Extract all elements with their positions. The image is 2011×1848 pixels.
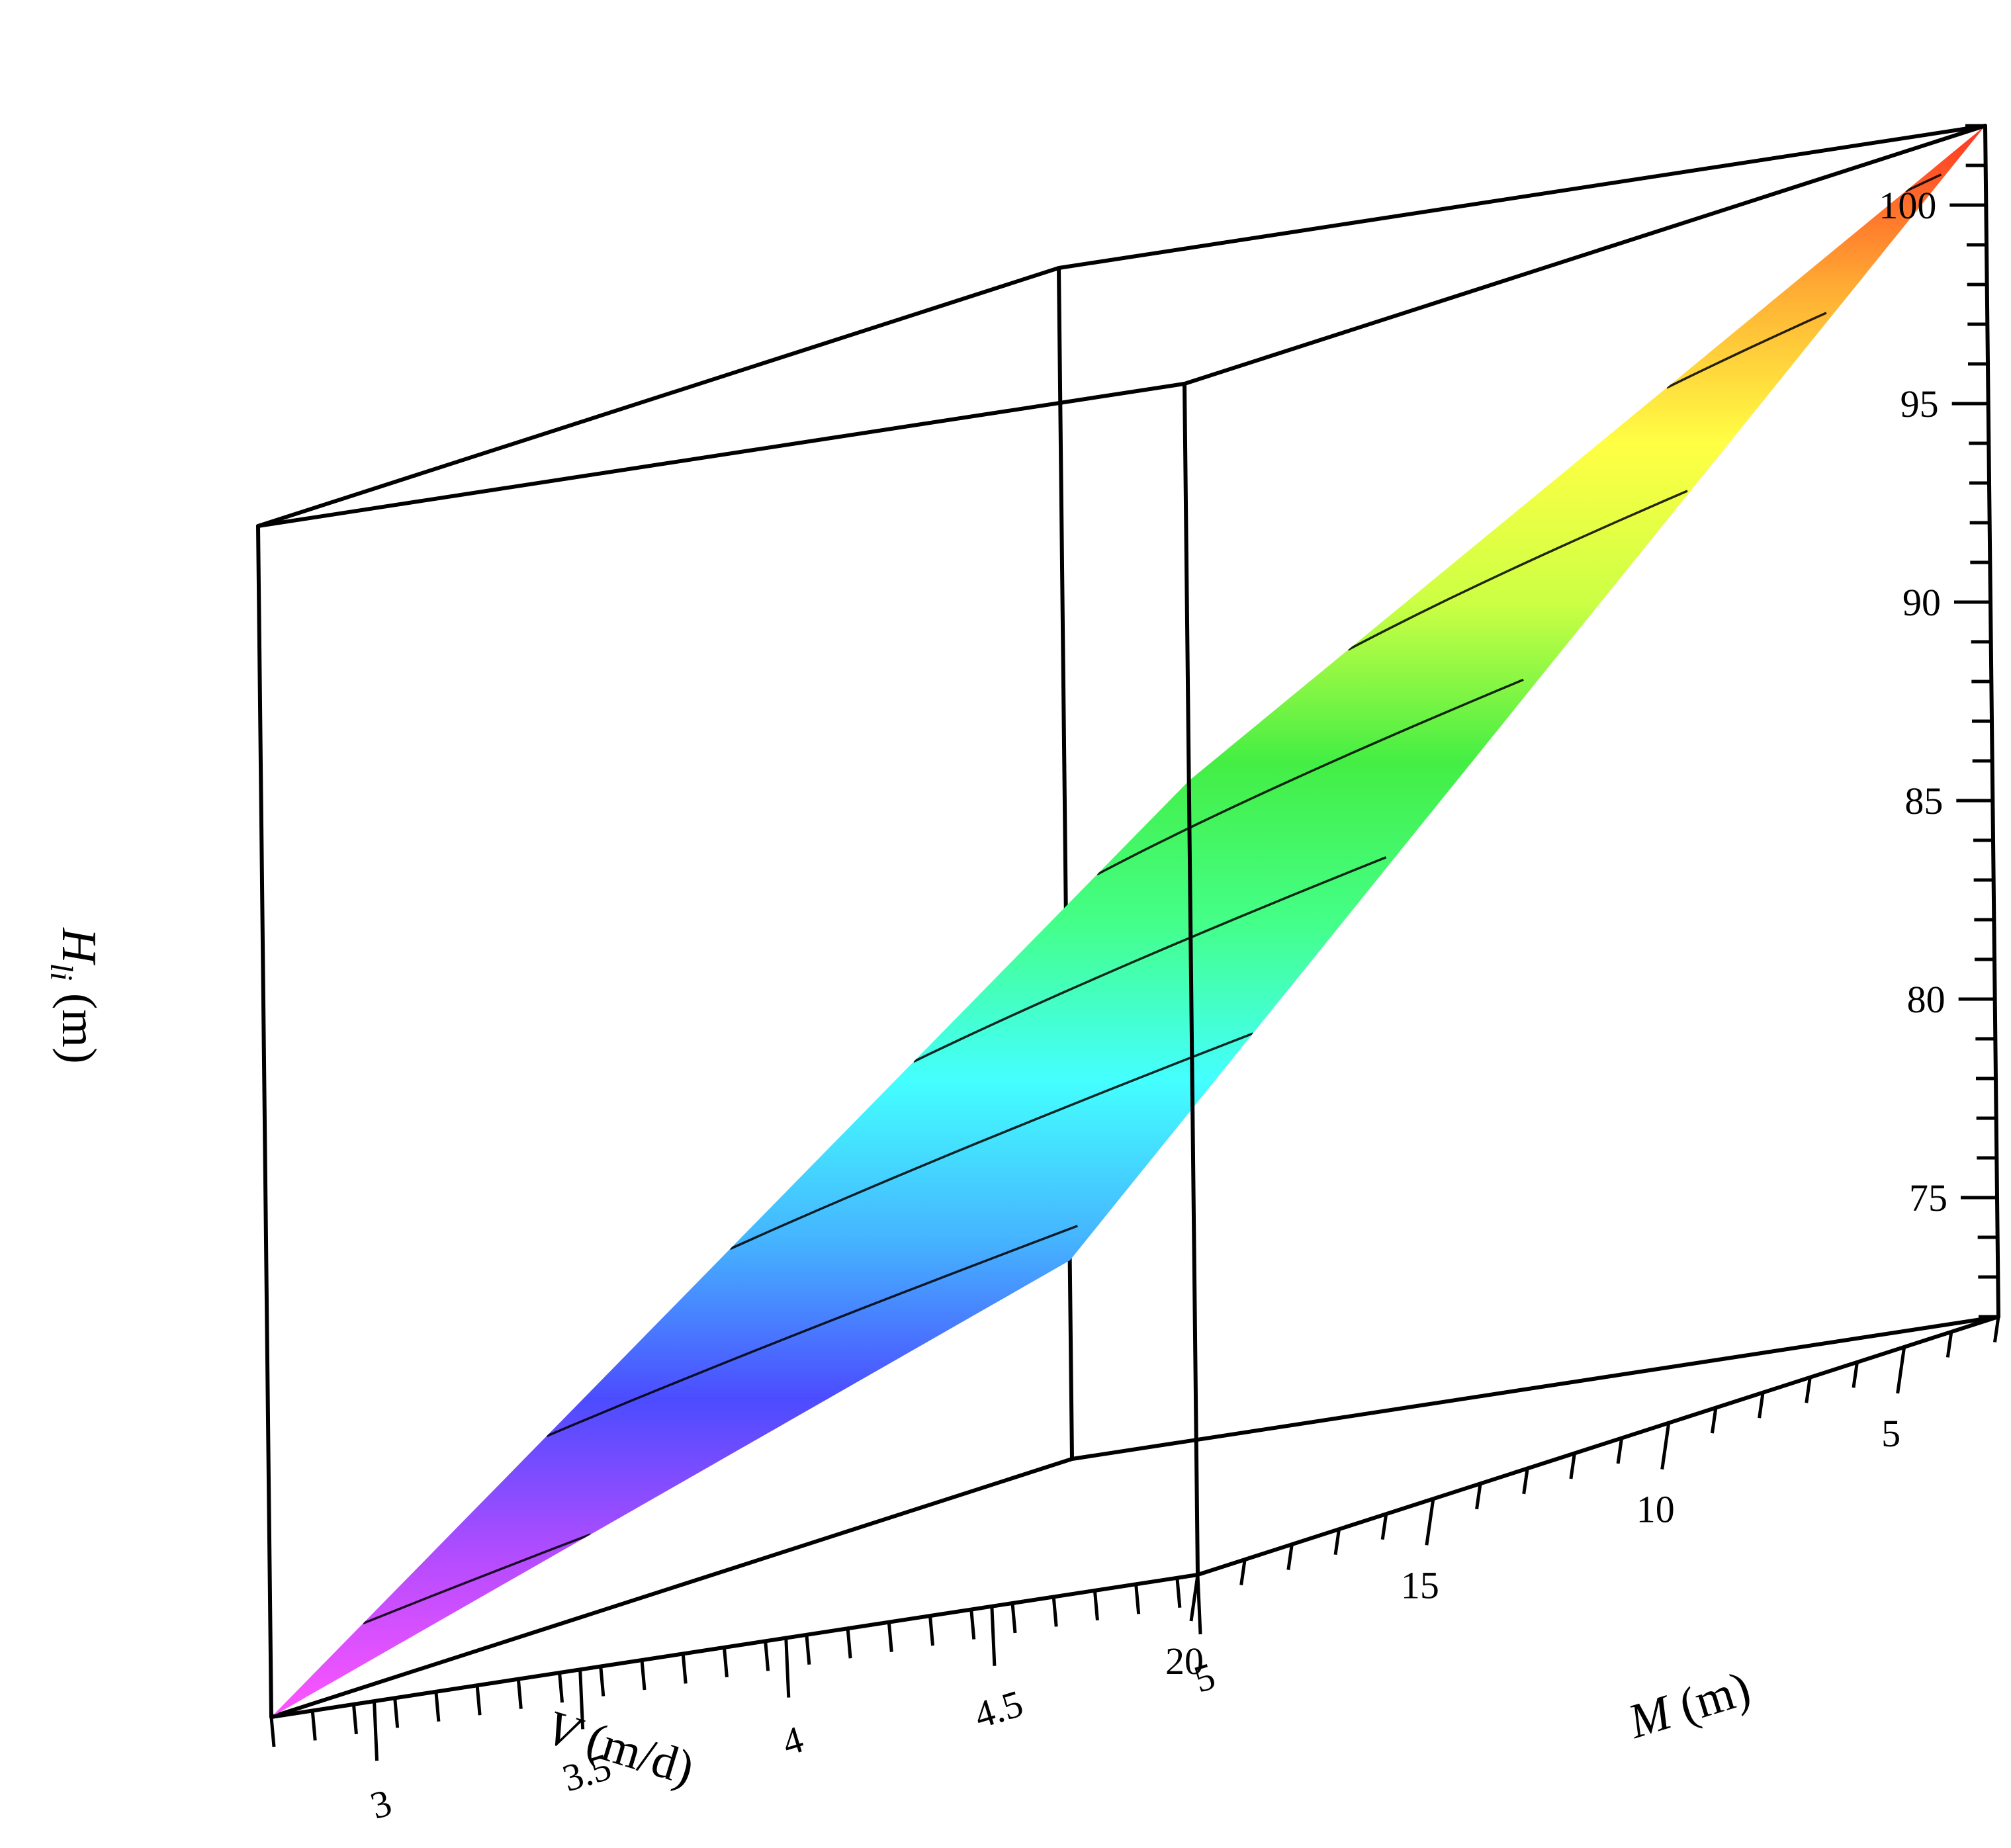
y-major-tick — [990, 1606, 997, 1666]
y-minor-tick — [928, 1615, 935, 1646]
x-tick-label: 15 — [1401, 1563, 1439, 1606]
y-minor-tick — [887, 1622, 893, 1652]
surface-patch — [271, 126, 1985, 1717]
contour-90 — [1096, 678, 1524, 876]
y-minor-tick — [805, 1634, 811, 1665]
y-axis-title: M (m) — [1622, 1661, 1757, 1749]
x-minor-tick — [1616, 1438, 1624, 1464]
y-minor-tick — [681, 1653, 688, 1684]
y-minor-tick — [1010, 1603, 1017, 1634]
y-minor-tick — [310, 1710, 317, 1741]
y-minor-tick — [434, 1691, 441, 1722]
y-minor-tick — [969, 1609, 976, 1640]
contour-74 — [363, 1533, 592, 1625]
y-minor-tick — [1093, 1590, 1099, 1621]
y-minor-tick — [351, 1704, 358, 1735]
contour-86 — [913, 856, 1387, 1063]
y-tick-label: 3 — [365, 1781, 396, 1827]
x-minor-tick — [1239, 1559, 1247, 1585]
box-edge-011-111 — [1183, 124, 1987, 386]
x-major-tick — [1425, 1498, 1435, 1546]
x-major-tick — [1660, 1423, 1671, 1470]
y-minor-tick — [599, 1666, 605, 1696]
x-tick-label: 20 — [1165, 1640, 1204, 1683]
z-tick-label: 80 — [1907, 978, 1945, 1021]
y-minor-tick — [393, 1698, 400, 1728]
box-edge-000-010 — [1070, 1315, 2000, 1461]
x-minor-tick — [1333, 1528, 1341, 1556]
z-tick-label: 100 — [1879, 184, 1936, 227]
y-minor-tick — [475, 1685, 482, 1716]
y-minor-tick — [640, 1659, 647, 1691]
z-axis-title: Hli (m) — [44, 927, 106, 1063]
contour-101 — [1904, 173, 1942, 193]
x-axis: 5 10 15 20 — [1165, 1316, 2000, 1683]
contour-94 — [1347, 490, 1688, 651]
box-edge-100-110 — [269, 1573, 1200, 1719]
contour-78 — [546, 1225, 1079, 1438]
x-minor-tick — [1286, 1544, 1294, 1570]
y-minor-tick — [1175, 1577, 1182, 1608]
y-minor-tick — [846, 1628, 852, 1659]
x-minor-tick — [1758, 1392, 1765, 1419]
x-minor-tick — [1710, 1407, 1718, 1434]
z-tick-label: 95 — [1900, 382, 1939, 425]
x-tick-label: 10 — [1636, 1488, 1675, 1531]
x-tick-label: 5 — [1881, 1412, 1900, 1455]
x-minor-tick — [1945, 1331, 1953, 1358]
y-minor-tick — [1051, 1597, 1058, 1627]
x-minor-tick — [1475, 1483, 1482, 1510]
y-minor-tick — [722, 1647, 729, 1678]
y-tick-label: 4 — [778, 1718, 809, 1765]
box-edge-100-101 — [256, 524, 273, 1719]
y-major-tick — [784, 1638, 791, 1698]
box-edge-001-011 — [1057, 124, 1987, 270]
box-edge-110-111 — [1183, 382, 1200, 1577]
x-minor-tick — [1852, 1362, 1859, 1388]
y-tick-label: 4.5 — [969, 1682, 1028, 1737]
contour-98 — [1666, 312, 1827, 389]
box-front-edges — [256, 124, 2000, 1719]
y-major-tick — [373, 1701, 379, 1761]
z-axis: 75 80 85 90 95 100 — [1879, 124, 1998, 1319]
y-minor-tick — [516, 1679, 523, 1709]
box-edge-000-100 — [269, 1457, 1074, 1719]
box-edge-000-001 — [1057, 266, 1074, 1461]
box-edge-001-101 — [256, 266, 1061, 528]
x-minor-tick — [1993, 1316, 2000, 1342]
y-major-tick — [1196, 1574, 1202, 1635]
x-minor-tick — [1569, 1453, 1576, 1479]
surface-group — [271, 126, 1985, 1717]
z-tick-label: 75 — [1909, 1176, 1947, 1219]
y-minor-tick — [1134, 1584, 1141, 1614]
x-minor-tick — [1805, 1377, 1812, 1403]
contour-82 — [729, 1032, 1253, 1251]
z-tick-label: 85 — [1904, 779, 1943, 822]
y-minor-tick — [558, 1672, 564, 1703]
z-tick-label: 90 — [1902, 581, 1941, 624]
y-minor-tick — [764, 1641, 770, 1671]
y-minor-tick — [269, 1716, 276, 1747]
x-minor-tick — [1380, 1513, 1388, 1540]
box-edge-010-110 — [1196, 1315, 2000, 1577]
x-major-tick — [1896, 1346, 1906, 1394]
box-edge-101-111 — [256, 382, 1186, 528]
x-minor-tick — [1522, 1468, 1529, 1495]
y-major-tick — [578, 1669, 585, 1730]
contour-lines — [363, 173, 1942, 1625]
